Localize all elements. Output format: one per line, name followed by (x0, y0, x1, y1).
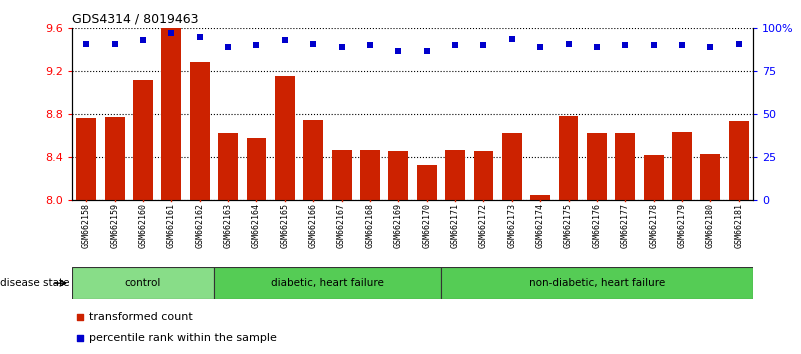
Text: GSM662172: GSM662172 (479, 203, 488, 249)
Bar (76, 119, 96, 200)
Text: GSM662159: GSM662159 (111, 203, 119, 249)
Text: disease state: disease state (0, 278, 70, 288)
Text: GSM662160: GSM662160 (139, 203, 147, 249)
Bar (275, 75, 295, 200)
Point (449, 43, 461, 48)
Point (364, 43, 376, 48)
Point (80, 41, 93, 47)
Text: GSM662175: GSM662175 (564, 203, 573, 249)
Bar (441, 267, 753, 299)
Bar (729, 121, 749, 200)
Bar (332, 150, 352, 200)
Point (505, 36, 518, 41)
Text: GSM662162: GSM662162 (195, 203, 204, 249)
Text: GSM662164: GSM662164 (252, 203, 261, 249)
Text: percentile rank within the sample: percentile rank within the sample (89, 332, 277, 343)
Text: GSM662168: GSM662168 (365, 203, 374, 249)
Point (619, 43, 632, 48)
Text: GSM662181: GSM662181 (735, 203, 743, 249)
Bar (388, 151, 409, 200)
Text: control: control (125, 278, 161, 288)
Bar (162, 28, 181, 200)
Bar (615, 133, 635, 200)
Point (108, 41, 121, 47)
Bar (218, 133, 238, 200)
Point (165, 31, 178, 36)
Bar (587, 133, 607, 200)
Bar (644, 155, 663, 200)
Point (647, 43, 660, 48)
Point (704, 44, 717, 50)
Bar (558, 116, 578, 200)
Text: GSM662166: GSM662166 (308, 203, 318, 249)
Text: GSM662163: GSM662163 (223, 203, 232, 249)
Text: GSM662176: GSM662176 (593, 203, 602, 249)
Point (74, 335, 87, 341)
Point (675, 43, 688, 48)
Bar (190, 62, 210, 200)
Text: transformed count: transformed count (89, 312, 193, 322)
Bar (502, 133, 521, 200)
Point (137, 38, 150, 43)
Bar (72, 267, 214, 299)
Text: GSM662177: GSM662177 (621, 203, 630, 249)
Bar (105, 118, 125, 200)
Point (421, 48, 433, 53)
Point (307, 41, 320, 47)
Text: non-diabetic, heart failure: non-diabetic, heart failure (529, 278, 665, 288)
Point (193, 34, 206, 40)
Text: GSM662178: GSM662178 (649, 203, 658, 249)
Text: GSM662167: GSM662167 (337, 203, 346, 249)
Point (590, 44, 603, 50)
Text: GSM662173: GSM662173 (507, 203, 517, 249)
Text: diabetic, heart failure: diabetic, heart failure (271, 278, 384, 288)
Text: GSM662179: GSM662179 (678, 203, 686, 249)
Bar (530, 195, 550, 200)
Bar (304, 120, 323, 200)
Bar (133, 80, 153, 200)
Bar (473, 151, 493, 200)
Text: GSM662171: GSM662171 (451, 203, 460, 249)
Bar (445, 150, 465, 200)
Bar (214, 267, 441, 299)
Text: GSM662169: GSM662169 (394, 203, 403, 249)
Point (279, 38, 292, 43)
Text: GSM662161: GSM662161 (167, 203, 176, 249)
Text: GSM662158: GSM662158 (82, 203, 91, 249)
Point (392, 48, 405, 53)
Text: GSM662170: GSM662170 (422, 203, 431, 249)
Bar (360, 150, 380, 200)
Point (222, 44, 235, 50)
Bar (247, 138, 267, 200)
Point (477, 43, 490, 48)
Text: GSM662165: GSM662165 (280, 203, 289, 249)
Point (74, 314, 87, 320)
Point (335, 44, 348, 50)
Point (250, 43, 263, 48)
Bar (672, 132, 692, 200)
Point (533, 44, 546, 50)
Text: GSM662174: GSM662174 (536, 203, 545, 249)
Bar (417, 165, 437, 200)
Bar (700, 154, 720, 200)
Point (732, 41, 745, 47)
Point (562, 41, 575, 47)
Text: GSM662180: GSM662180 (706, 203, 714, 249)
Text: GDS4314 / 8019463: GDS4314 / 8019463 (72, 13, 199, 26)
